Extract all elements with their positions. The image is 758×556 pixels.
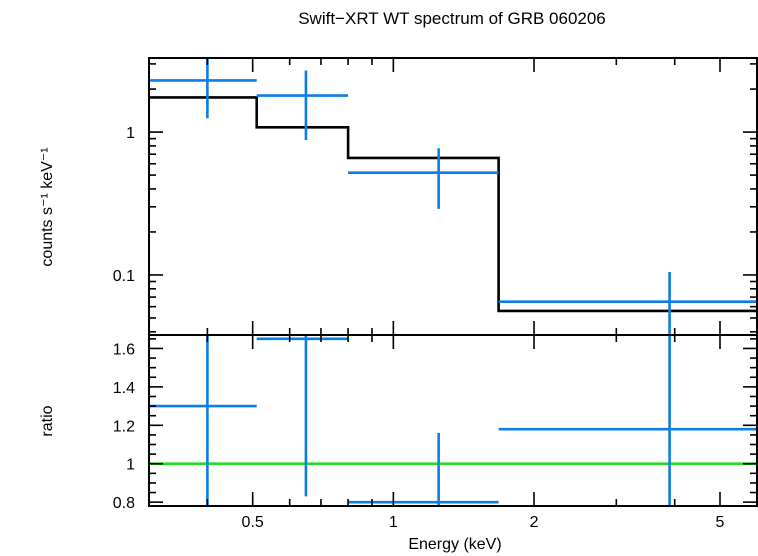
ratio-y-tick-label: 1.2 (113, 418, 135, 435)
spectrum-y-tick-label: 0.1 (113, 268, 135, 285)
x-tick-label: 0.5 (242, 514, 264, 531)
model-step-line (149, 96, 757, 313)
ratio-panel: 0.8 1 1.2 1.4 1.6 0.5 1 2 5 ratio Energy (keV) (39, 334, 758, 553)
x-tick-label: 1 (389, 514, 398, 531)
spectrum-errorbars (149, 58, 757, 335)
ratio-y-tick-label: 0.8 (113, 495, 135, 512)
ratio-errorbars (149, 335, 757, 506)
x-tick-label: 2 (530, 514, 539, 531)
ratio-y-tick-label: 1.6 (113, 341, 135, 358)
spectrum-x-ticks (148, 58, 758, 335)
spectrum-y-ticks: 0.11 (113, 63, 757, 333)
x-tick-label: 5 (716, 514, 725, 531)
spectrum-y-tick-label: 1 (126, 125, 135, 142)
ratio-frame (148, 334, 758, 507)
spectrum-frame (148, 57, 758, 336)
ratio-y-ticks: 0.8 1 1.2 1.4 1.6 (113, 338, 757, 512)
ratio-x-ticks: 0.5 1 2 5 (148, 335, 758, 531)
ratio-y-tick-label: 1 (126, 457, 135, 474)
ratio-y-label: ratio (39, 405, 56, 436)
ratio-y-tick-label: 1.4 (113, 380, 135, 397)
x-axis-label: Energy (keV) (408, 536, 501, 553)
spectrum-panel: 0.11 counts s⁻¹ keV⁻¹ (39, 57, 758, 336)
model-step-curve (149, 96, 757, 313)
spectrum-y-label: counts s⁻¹ keV⁻¹ (39, 147, 56, 266)
chart-title: Swift−XRT WT spectrum of GRB 060206 (298, 9, 606, 28)
